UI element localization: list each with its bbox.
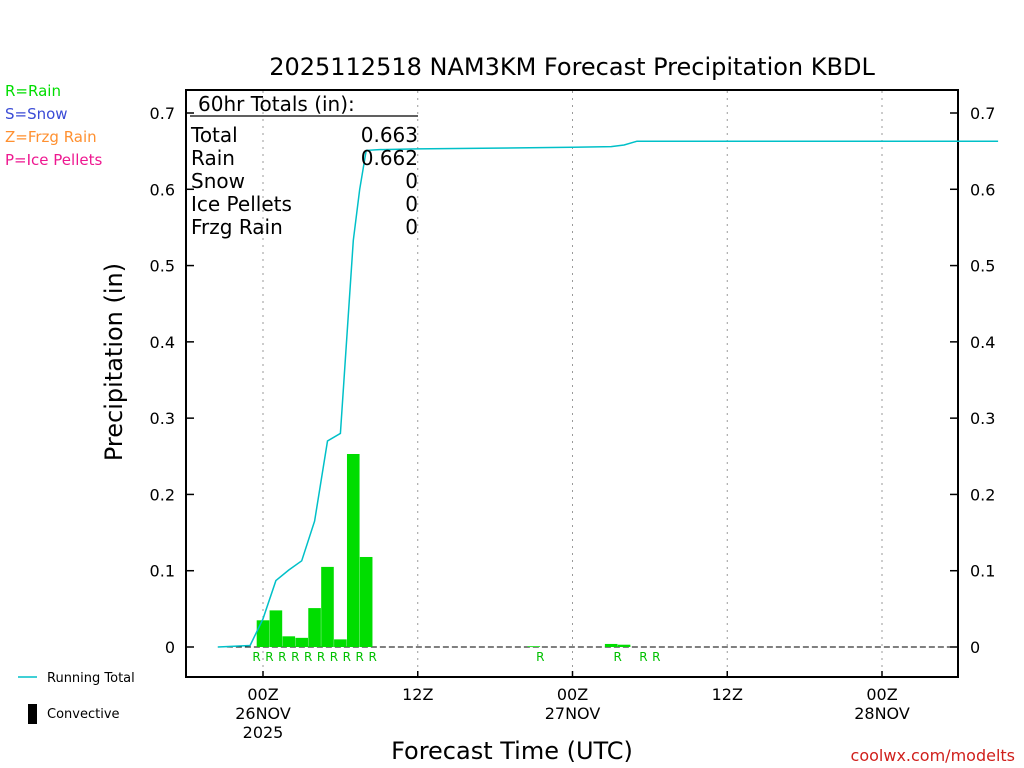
x-tick-label: 26NOV [235,704,291,723]
ptype-label: R [330,650,338,664]
x-tick-label: 2025 [243,723,284,742]
x-tick-label: 27NOV [545,704,601,723]
legend-bar-swatch [28,704,37,724]
y-tick-label-left: 0.6 [150,180,175,199]
x-axis-title: Forecast Time (UTC) [391,737,633,765]
y-axis-right: 0 0.1 0.2 0.3 0.4 0.5 0.6 0.7 [950,104,995,657]
ptype-label: R [652,650,660,664]
y-tick-label-right: 0.3 [970,409,995,428]
y-tick-label-right: 0.6 [970,180,995,199]
ptype-label: R [343,650,351,664]
ptype-legend-item: P=Ice Pellets [5,151,102,169]
y-tick-label-right: 0.2 [970,485,995,504]
precip-bar [269,610,283,647]
ptype-legend-item: S=Snow [5,105,68,123]
series-legend-label: Running Total [47,671,135,686]
totals-row-value: 0.663 [361,123,418,147]
y-tick-label-left: 0.7 [150,104,175,123]
x-tick-label: 00Z [866,685,897,704]
precip-bar [308,608,321,647]
ptype-legend-item: R=Rain [5,82,61,100]
precip-bar [321,566,334,647]
totals-row-value: 0.662 [361,146,418,170]
ptype-label: R [317,650,325,664]
totals-row-label: Frzg Rain [191,215,283,239]
totals-row-value: 0 [405,215,418,239]
totals-row-value: 0 [405,169,418,193]
precip-bar [604,643,618,647]
ptype-legend-item: Z=Frzg Rain [5,128,97,146]
y-tick-label-left: 0.3 [150,409,175,428]
totals-heading: 60hr Totals (in): [198,92,355,116]
precip-bar [527,646,541,648]
totals-row-label: Snow [191,169,245,193]
ptype-label: R [536,650,544,664]
ptype-label: R [613,650,621,664]
ptype-label: R [252,650,260,664]
ptype-legend: R=Rain S=Snow Z=Frzg Rain P=Ice Pellets [5,82,102,169]
y-tick-label-right: 0.7 [970,104,995,123]
y-tick-label-left: 0 [165,638,175,657]
x-tick-label: 00Z [557,685,588,704]
series-legend-label: Convective [47,707,120,722]
precip-bar [295,637,308,647]
credit-text: coolwx.com/modelts [851,746,1015,765]
y-tick-label-right: 0 [970,638,980,657]
precip-bar [346,453,360,647]
x-tick-label: 12Z [402,685,433,704]
totals-box: 60hr Totals (in): Total 0.663 Rain 0.662 Snow… [190,92,418,239]
y-tick-label-right: 0.1 [970,562,995,581]
ptype-label: R [356,650,364,664]
ptype-label: R [368,650,376,664]
x-tick-label: 28NOV [854,704,910,723]
y-tick-label-right: 0.5 [970,257,995,276]
y-tick-label-left: 0.4 [150,333,175,352]
ptype-label: R [639,650,647,664]
chart-title: 2025112518 NAM3KM Forecast Precipitation… [269,53,875,81]
precip-bar [256,620,270,647]
ptype-label: R [265,650,273,664]
totals-row-value: 0 [405,192,418,216]
series-legend: Running Total Convective [18,671,135,724]
precip-bar [334,639,347,647]
totals-row-label: Total [190,123,238,147]
y-tick-label-right: 0.4 [970,333,995,352]
ptype-label: R [291,650,299,664]
y-axis-title: Precipitation (in) [100,263,128,461]
running-total-line [217,140,999,648]
precip-bar [282,636,296,647]
totals-row-label: Ice Pellets [191,192,292,216]
x-tick-label: 00Z [247,685,278,704]
x-tick-label: 12Z [712,685,743,704]
y-tick-label-left: 0.5 [150,257,175,276]
precip-bar [617,644,631,647]
precip-bars [256,453,631,648]
precip-bar [359,556,373,647]
ptype-label: R [304,650,312,664]
totals-row-label: Rain [191,146,235,170]
y-axis-left: 0 0.1 0.2 0.3 0.4 0.5 0.6 0.7 [150,104,194,657]
ptype-label: R [278,650,286,664]
y-tick-label-left: 0.2 [150,485,175,504]
y-tick-label-left: 0.1 [150,562,175,581]
